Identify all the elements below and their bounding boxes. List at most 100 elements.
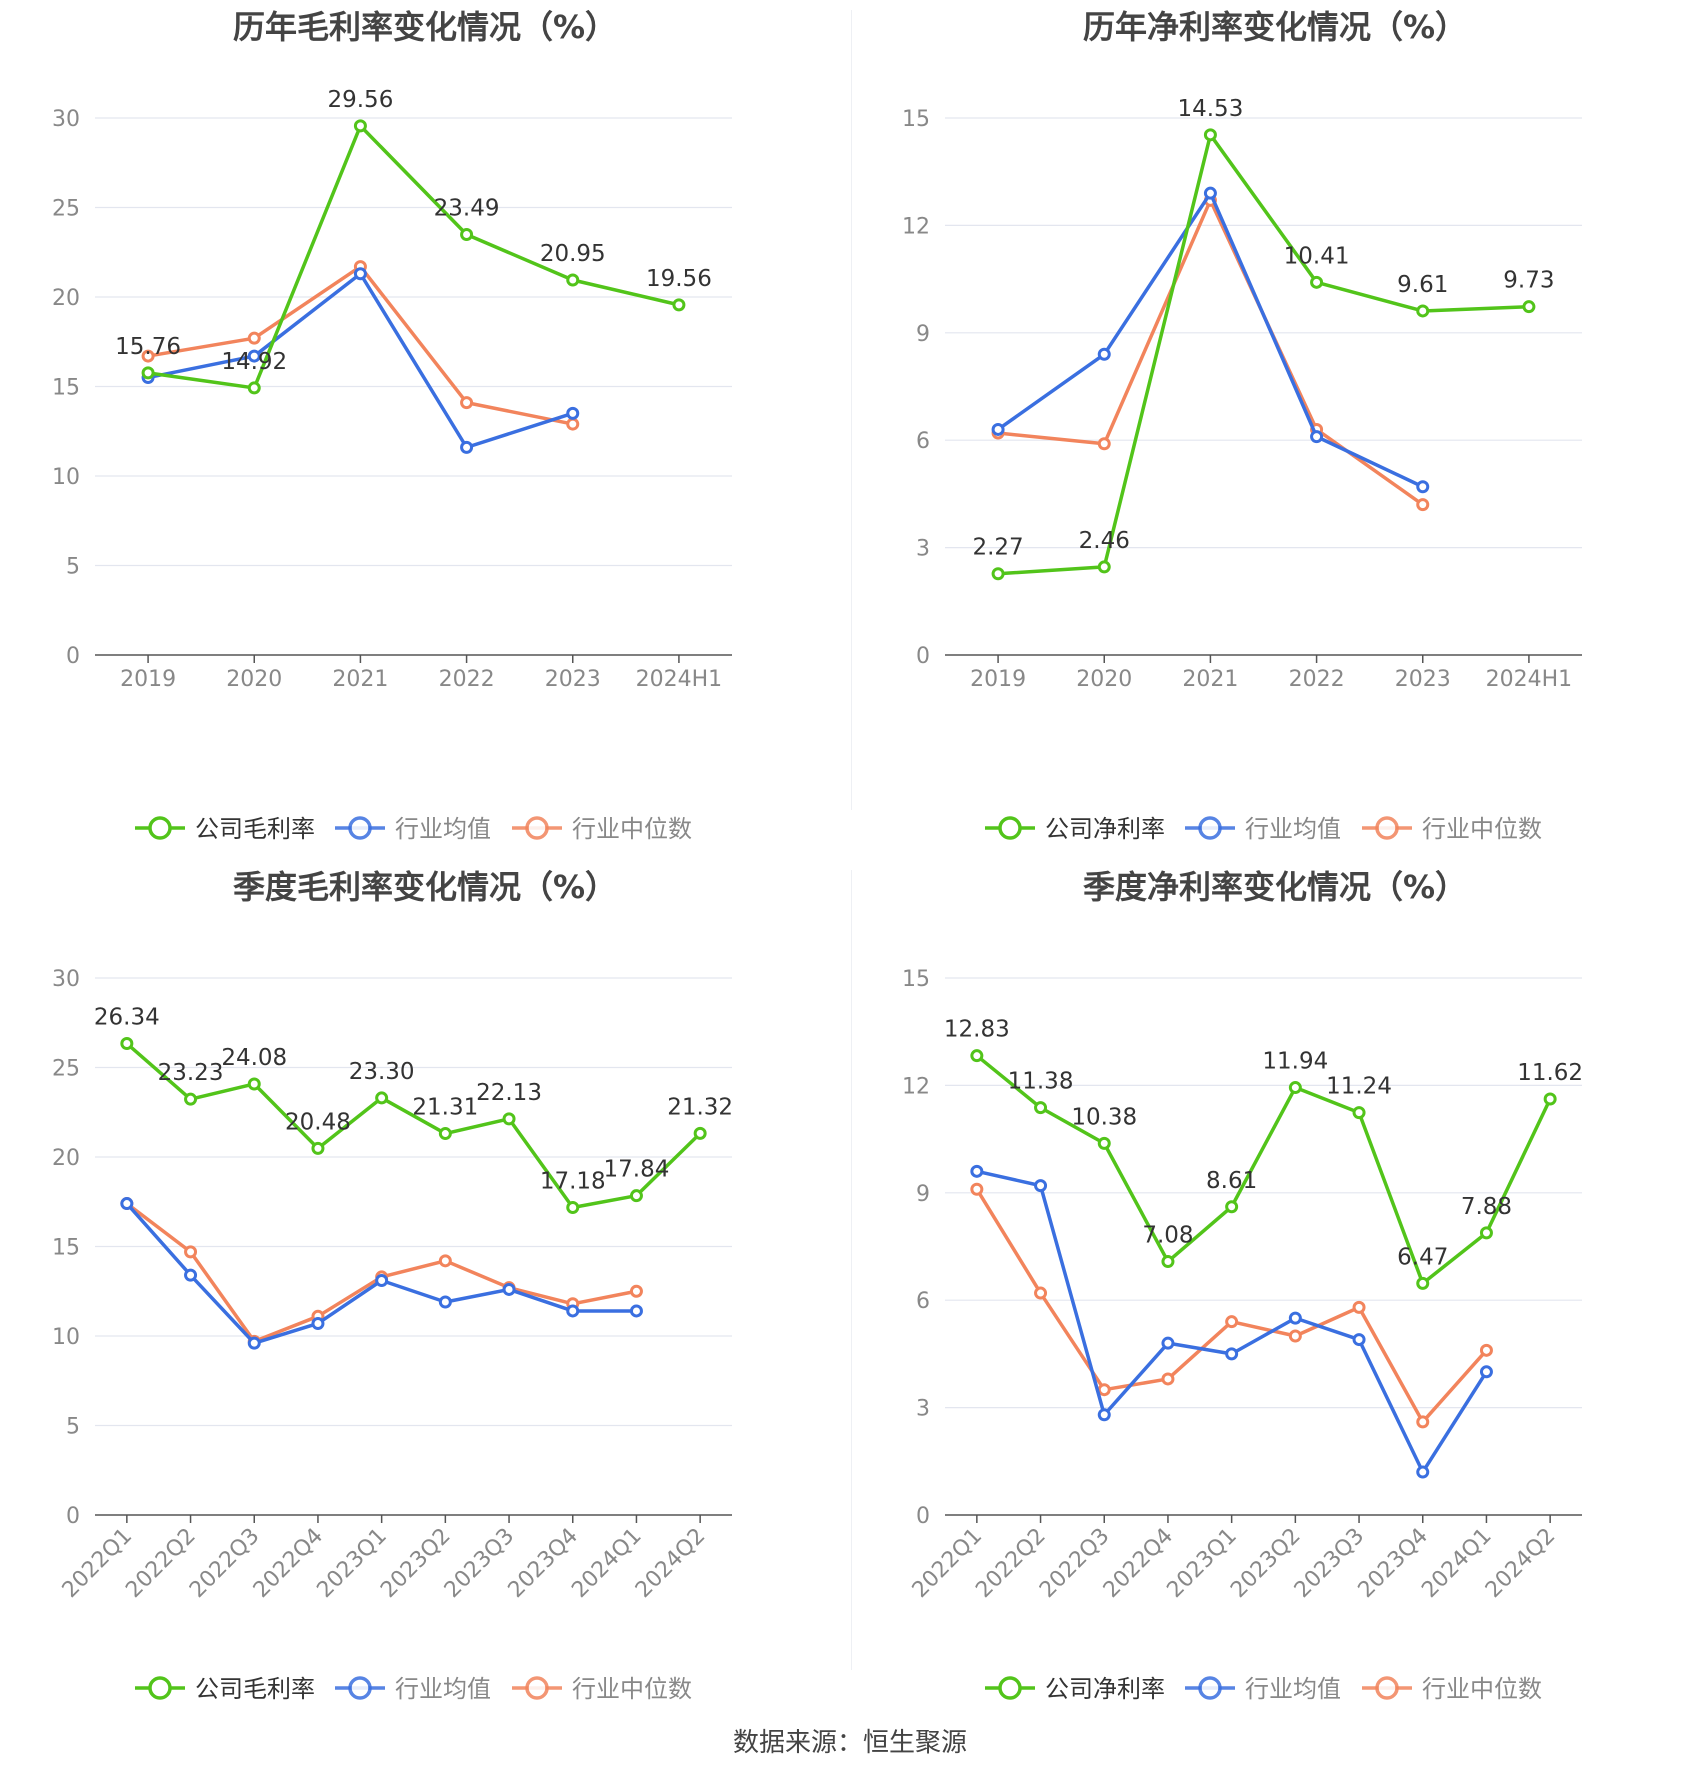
data-point-company bbox=[247, 1077, 261, 1091]
data-point-company bbox=[1034, 1101, 1048, 1115]
data-point-avg bbox=[1034, 1179, 1048, 1193]
series-line-company bbox=[975, 1054, 1552, 1286]
series-line-median bbox=[975, 1188, 1488, 1424]
legend-label: 行业中位数 bbox=[572, 815, 692, 843]
legend-label: 行业中位数 bbox=[1422, 815, 1542, 843]
data-point-company bbox=[1288, 1081, 1302, 1095]
chart-title: 季度净利率变化情况（%） bbox=[1083, 868, 1467, 906]
y-tick-label: 5 bbox=[66, 555, 80, 580]
data-point-avg bbox=[566, 1304, 580, 1318]
data-point-avg bbox=[502, 1282, 516, 1296]
legend-swatch-marker bbox=[1198, 1676, 1222, 1700]
data-point-avg bbox=[1416, 480, 1430, 494]
data-label: 19.56 bbox=[646, 266, 712, 292]
data-point-avg bbox=[375, 1274, 389, 1288]
data-label: 23.30 bbox=[349, 1059, 415, 1085]
data-point-company bbox=[1352, 1106, 1366, 1120]
x-tick-label: 2023Q3 bbox=[440, 1524, 519, 1603]
x-tick-label: 2022Q2 bbox=[121, 1524, 200, 1603]
series-line-median bbox=[997, 198, 1424, 507]
chart-title: 历年净利率变化情况（%） bbox=[1083, 8, 1467, 46]
legend-swatch-marker bbox=[525, 1676, 549, 1700]
data-point-avg bbox=[1161, 1336, 1175, 1350]
y-tick-label: 15 bbox=[52, 1236, 80, 1261]
y-tick-label: 9 bbox=[916, 322, 930, 347]
y-tick-label: 15 bbox=[52, 376, 80, 401]
y-tick-label: 20 bbox=[52, 1146, 80, 1171]
data-point-median bbox=[1352, 1300, 1366, 1314]
data-point-avg bbox=[1352, 1333, 1366, 1347]
data-point-avg bbox=[311, 1316, 325, 1330]
data-point-company bbox=[1522, 300, 1536, 314]
data-point-company bbox=[120, 1037, 134, 1051]
data-point-company bbox=[991, 567, 1005, 581]
data-label: 2.46 bbox=[1079, 528, 1130, 554]
data-label: 17.18 bbox=[540, 1168, 606, 1194]
y-tick-label: 10 bbox=[52, 1325, 80, 1350]
data-point-avg bbox=[1288, 1311, 1302, 1325]
y-tick-label: 20 bbox=[52, 286, 80, 311]
vertical-divider bbox=[851, 10, 852, 810]
x-tick-label: 2023 bbox=[1395, 667, 1451, 692]
legend-swatch-marker bbox=[348, 1676, 372, 1700]
x-tick-label: 2022Q2 bbox=[971, 1524, 1050, 1603]
legend-label: 行业中位数 bbox=[572, 1675, 692, 1703]
data-label: 11.62 bbox=[1517, 1060, 1583, 1086]
data-label: 21.31 bbox=[412, 1095, 478, 1121]
chart-quarterly-gross: 季度毛利率变化情况（%）0510152025302022Q12022Q22022… bbox=[52, 868, 733, 1703]
x-tick-label: 2024Q2 bbox=[1481, 1524, 1560, 1603]
data-point-avg bbox=[629, 1304, 643, 1318]
x-tick-label: 2022Q4 bbox=[1099, 1524, 1178, 1603]
x-tick-label: 2024H1 bbox=[1486, 667, 1573, 692]
data-point-median bbox=[438, 1254, 452, 1268]
data-label: 11.24 bbox=[1326, 1074, 1392, 1100]
data-point-company bbox=[1161, 1255, 1175, 1269]
data-point-median bbox=[247, 331, 261, 345]
y-tick-label: 5 bbox=[66, 1415, 80, 1440]
chart-quarterly-net: 季度净利率变化情况（%）036912152022Q12022Q22022Q320… bbox=[902, 868, 1583, 1703]
y-tick-label: 15 bbox=[902, 107, 930, 132]
data-label: 17.84 bbox=[604, 1157, 670, 1183]
y-tick-label: 3 bbox=[916, 1397, 930, 1422]
data-point-avg bbox=[1310, 430, 1324, 444]
data-point-median bbox=[629, 1284, 643, 1298]
legend-label: 行业均值 bbox=[395, 815, 491, 843]
data-label: 8.61 bbox=[1206, 1168, 1257, 1194]
y-tick-label: 9 bbox=[916, 1182, 930, 1207]
data-point-median bbox=[1416, 498, 1430, 512]
data-label: 11.94 bbox=[1262, 1049, 1328, 1075]
data-point-median bbox=[1097, 437, 1111, 451]
data-point-company bbox=[502, 1112, 516, 1126]
data-label: 23.23 bbox=[158, 1060, 224, 1086]
data-label: 23.49 bbox=[434, 196, 500, 222]
x-tick-label: 2023Q1 bbox=[1162, 1524, 1241, 1603]
data-point-company bbox=[375, 1091, 389, 1105]
series-line-company bbox=[997, 133, 1529, 576]
data-point-company bbox=[184, 1092, 198, 1106]
data-label: 9.61 bbox=[1397, 272, 1448, 298]
x-tick-label: 2021 bbox=[332, 667, 388, 692]
data-point-median bbox=[970, 1182, 984, 1196]
data-point-avg bbox=[991, 422, 1005, 436]
data-point-median bbox=[1161, 1372, 1175, 1386]
series-line-avg bbox=[997, 191, 1424, 489]
data-point-company bbox=[566, 1200, 580, 1214]
data-label: 10.38 bbox=[1071, 1104, 1137, 1130]
x-tick-label: 2022Q3 bbox=[1035, 1524, 1114, 1603]
y-tick-label: 0 bbox=[916, 644, 930, 669]
data-label: 26.34 bbox=[94, 1005, 160, 1031]
y-tick-label: 0 bbox=[66, 644, 80, 669]
x-tick-label: 2022Q1 bbox=[58, 1524, 137, 1603]
x-tick-label: 2019 bbox=[120, 667, 176, 692]
chart-panel-annual-net: 历年净利率变化情况（%） 0 3 6 9 12 15 2019 2020 2021 2022 2023… bbox=[850, 0, 1700, 860]
chart-panel-quarterly-gross: 季度毛利率变化情况（%） 0 5 10 15 20 25 30 2022Q1 2022Q2 2022… bbox=[0, 860, 850, 1720]
data-label: 2.27 bbox=[972, 535, 1023, 561]
x-tick-label: 2023 bbox=[545, 667, 601, 692]
y-tick-label: 0 bbox=[66, 1504, 80, 1529]
data-point-company bbox=[629, 1189, 643, 1203]
data-point-avg bbox=[970, 1164, 984, 1178]
series-line-company bbox=[147, 124, 680, 390]
data-point-company bbox=[460, 228, 474, 242]
data-point-median bbox=[141, 349, 155, 363]
x-tick-label: 2023Q2 bbox=[376, 1524, 455, 1603]
